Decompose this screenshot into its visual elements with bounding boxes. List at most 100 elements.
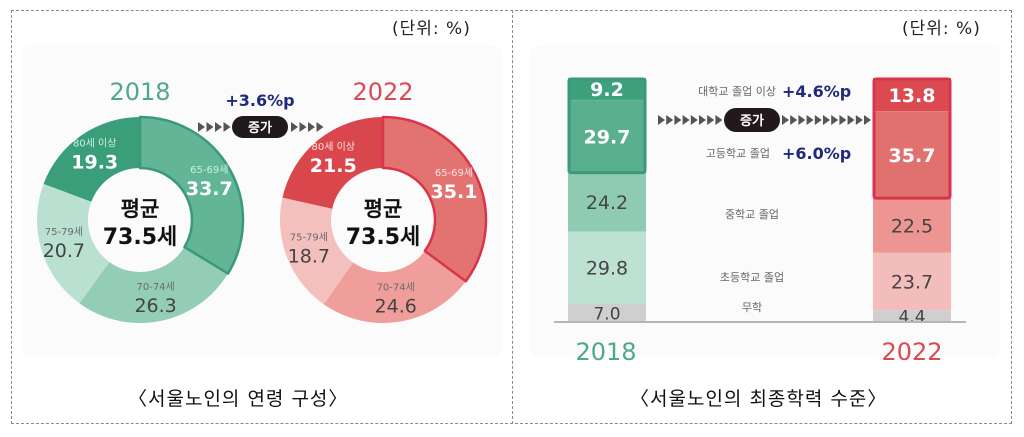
change-badge-label: 증가 [248,121,272,136]
arrow-row-right [291,122,324,132]
slice-category-label: 70-74세 [377,281,415,293]
arrow-triangle-icon [198,122,205,132]
arrow-row-right [782,115,871,125]
slice-category-label: 65-69세 [190,164,228,176]
bar-segment [568,78,646,101]
year-label-2022: 2022 [352,78,413,106]
age-composition-chart: 2018 2022 +3.6%p 증가 65-69세 33.7 70-74세 26.3… [36,78,488,323]
donut-slice [323,250,466,323]
bar-value-label: 24.2 [586,192,628,214]
slice-value-label: 26.3 [134,295,176,317]
bar-value-label: 22.5 [891,215,933,237]
series-label: 중학교 졸업 [725,208,779,221]
bar-value-label: 29.7 [584,127,631,149]
panel-divider [512,10,513,424]
caption-age-composition: 〈서울노인의 연령 구성〉 [128,388,349,410]
arrow-triangle-icon [715,115,723,125]
bar-segment [873,198,951,253]
slice-category-label: 70-74세 [136,281,174,293]
slice-value-label: 33.7 [186,178,233,200]
unit-label-left: (단위: %) [392,19,471,39]
arrow-triangle-icon [674,115,682,125]
donut-center-value: 73.5세 [103,225,178,250]
arrow-triangle-icon [855,115,863,125]
arrow-triangle-icon [316,122,324,132]
arrow-triangle-icon [782,115,789,125]
bar-value-label: 7.0 [593,304,620,324]
figure-frame [11,10,1012,424]
bar-segment [873,78,951,112]
slice-category-label: 80세 이상 [73,138,117,150]
arrow-triangle-icon [308,122,315,132]
bar-segment [568,303,646,321]
donut-2018: 65-69세 33.7 70-74세 26.3 75-79세 20.7 80세 이상 19.3… [36,115,245,323]
education-level-chart: 대학교 졸업 이상 +4.6%p 고등학교 졸업 +6.0%p 증가 9.2 29… [554,77,966,366]
donut-2022: 65-69세 35.1 70-74세 24.6 75-79세 18.7 80세 이상 21.5… [280,115,488,323]
arrow-triangle-icon [864,115,871,125]
bar-segment [568,100,646,173]
slice-value-label: 20.7 [43,240,85,262]
bar-value-label: 35.7 [889,145,936,167]
donut-slice [282,117,383,209]
bar-value-label: 13.8 [889,85,936,107]
arrow-triangle-icon [206,122,214,132]
slice-value-label: 19.3 [71,152,118,174]
change-badge [724,108,780,132]
change-label-highschool: 고등학교 졸업 [706,147,770,160]
donut-slice [79,247,228,323]
arrow-row-left [198,122,231,132]
highlight-border [872,77,952,200]
category-label-2018: 2018 [575,338,636,366]
change-badge-label: 증가 [740,114,764,129]
arrow-triangle-icon [790,115,798,125]
arrow-triangle-icon [806,115,814,125]
slice-category-label: 75-79세 [45,226,83,238]
slice-value-label: 35.1 [431,181,478,203]
arrow-triangle-icon [291,122,298,132]
arrow-triangle-icon [699,115,706,125]
bar-segment [873,252,951,311]
unit-label-right: (단위: %) [902,19,981,39]
bar-value-label: 29.8 [586,258,628,280]
change-value-highschool: +6.0%p [782,144,851,163]
change-badge [232,116,288,138]
arrow-triangle-icon [847,115,855,125]
arrow-row-left [658,115,723,125]
arrow-triangle-icon [682,115,690,125]
category-label-2022: 2022 [881,338,942,366]
arrow-triangle-icon [798,115,806,125]
bar-value-label: 4.4 [898,308,925,328]
donut-slice [138,115,245,275]
slice-category-label: 80세 이상 [311,141,355,153]
arrow-triangle-icon [666,115,674,125]
bar-segment [873,310,951,321]
change-value-university: +4.6%p [782,82,851,101]
series-label: 무학 [742,301,762,314]
arrow-triangle-icon [223,122,231,132]
year-label-2018: 2018 [109,78,170,106]
donut-slice [36,183,110,304]
highlight-border [567,77,647,175]
donut-center-title: 평균 [121,197,160,221]
arrow-triangle-icon [690,115,698,125]
arrow-triangle-icon [707,115,715,125]
series-label: 초등학교 졸업 [720,271,784,284]
bar-value-label: 9.2 [590,79,624,101]
bar-segment [568,231,646,304]
bar-segment [568,172,646,232]
donut-center-title: 평균 [364,197,403,221]
bar-value-label: 23.7 [891,272,933,294]
arrow-triangle-icon [658,115,665,125]
slice-value-label: 18.7 [288,246,330,268]
slice-category-label: 65-69세 [435,167,473,179]
slice-value-label: 21.5 [310,155,357,177]
change-label: +3.6%p [225,91,294,110]
arrow-triangle-icon [215,122,222,132]
donut-center-value: 73.5세 [346,225,421,250]
caption-education-level: 〈서울노인의 최종학력 수준〉 [630,388,888,410]
slice-category-label: 75-79세 [290,232,328,244]
donut-slice [43,117,140,202]
arrow-triangle-icon [839,115,847,125]
donut-slice [280,197,354,305]
